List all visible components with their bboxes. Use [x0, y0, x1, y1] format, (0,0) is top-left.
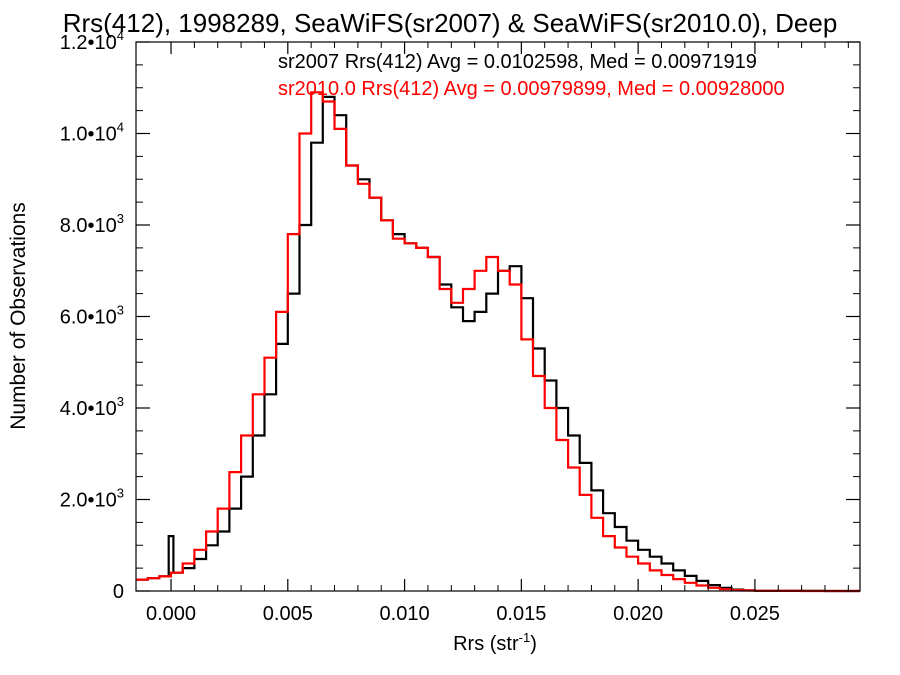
x-tick-label: 0.010	[380, 603, 430, 625]
x-tick-label: 0.005	[263, 603, 313, 625]
y-tick-label: 6.0•103	[60, 303, 124, 329]
y-axis-label: Number of Observations	[7, 202, 30, 430]
series-layer	[136, 91, 860, 593]
annotation-sr2007: sr2007 Rrs(412) Avg = 0.0102598, Med = 0…	[278, 51, 757, 73]
y-axis-ticks: 0 2.0•103 4.0•103 6.0•103 8.0•103 1.0•104 1.2•…	[60, 28, 860, 603]
y-tick-label: 0	[113, 581, 124, 603]
x-tick-label: 0.015	[496, 603, 546, 625]
x-tick-label: 0.000	[146, 603, 196, 625]
x-axis-label-end: )	[530, 633, 537, 655]
series-0-line	[136, 95, 860, 593]
x-axis-label-superscript: -1	[519, 630, 531, 645]
y-tick-label: 8.0•103	[60, 211, 124, 237]
x-axis-label: Rrs (str-1)	[453, 630, 537, 655]
x-axis-ticks: 0.000 0.005 0.010 0.015 0.020 0.025	[146, 42, 849, 625]
x-tick-label: 0.020	[613, 603, 663, 625]
y-tick-label: 1.0•104	[60, 120, 124, 146]
x-tick-label: 0.025	[730, 603, 780, 625]
series-1-line	[136, 91, 860, 593]
y-tick-label: 2.0•103	[60, 486, 124, 512]
annotation-sr2010: sr2010.0 Rrs(412) Avg = 0.00979899, Med …	[278, 78, 785, 100]
chart-title: Rrs(412), 1998289, SeaWiFS(sr2007) & Sea…	[63, 8, 838, 38]
y-tick-label: 1.2•104	[60, 28, 124, 54]
y-tick-label: 4.0•103	[60, 394, 124, 420]
